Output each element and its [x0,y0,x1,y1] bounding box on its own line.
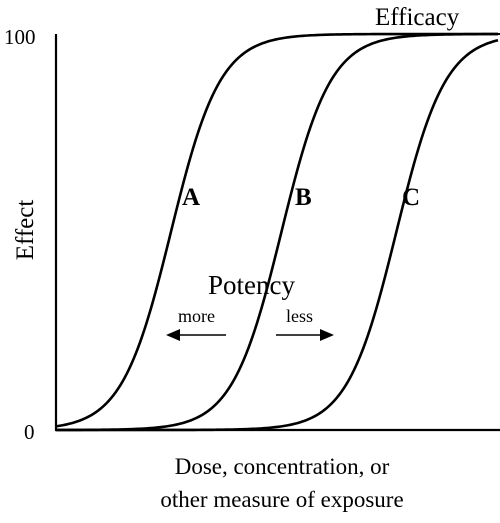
y-tick-label-100: 100 [4,25,36,49]
efficacy-label: Efficacy [375,4,460,31]
curve-c [56,38,499,432]
x-axis-label-line-2: other measure of exposure [160,487,403,512]
y-tick-label-0: 0 [24,420,35,444]
curve-a [55,32,498,428]
potency-more-arrow-head [166,329,180,341]
curves-group [55,32,499,432]
curve-b [56,32,498,432]
x-axis-label-line-1: Dose, concentration, or [175,454,390,479]
potency-less-arrow-head [320,329,334,341]
potency-less-label: less [286,306,313,326]
series-label-b: B [295,184,312,211]
potency-more-label: more [178,306,215,326]
series-label-a: A [182,184,200,211]
y-axis-label: Effect [12,200,39,261]
series-label-c: C [402,184,420,211]
potency-label: Potency [208,270,295,300]
